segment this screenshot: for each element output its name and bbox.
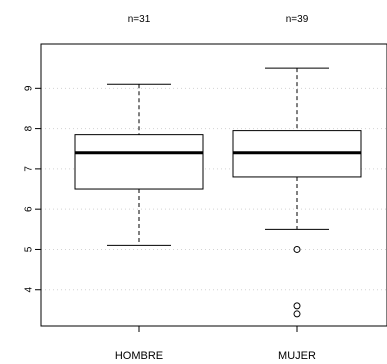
plot-frame (40, 43, 387, 327)
count-labels: n=31 n=39 (128, 14, 309, 25)
count-label: n=31 (128, 14, 151, 25)
y-tick-label: 6 (24, 206, 35, 212)
x-tick-label: HOMBRE (115, 350, 163, 362)
outlier-point (293, 310, 301, 318)
x-tick-label: MUJER (278, 350, 316, 362)
y-tick-label: 5 (24, 246, 35, 252)
iqr-box (74, 134, 204, 190)
box-hombre (74, 83, 204, 246)
y-tick-label: 8 (24, 125, 35, 131)
outlier-point (293, 302, 301, 310)
box-mujer (232, 67, 362, 318)
axes: 4 5 6 7 8 9 HOMBRE MUJER (24, 85, 316, 362)
outlier-point (293, 245, 301, 253)
box-series (74, 67, 362, 318)
y-tick-label: 7 (24, 166, 35, 172)
y-tick-label: 4 (24, 287, 35, 293)
y-tick-label: 9 (24, 85, 35, 91)
count-label: n=39 (286, 14, 309, 25)
